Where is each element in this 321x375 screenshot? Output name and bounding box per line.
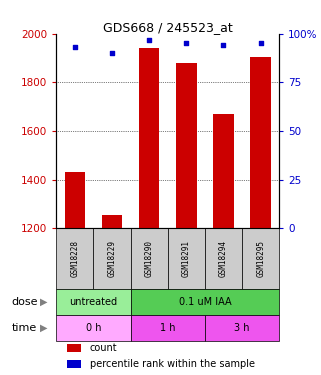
Point xyxy=(258,40,263,46)
Bar xyxy=(67,360,81,368)
Bar xyxy=(56,228,93,289)
Text: GSM18228: GSM18228 xyxy=(70,240,79,277)
Bar xyxy=(205,228,242,289)
Title: GDS668 / 245523_at: GDS668 / 245523_at xyxy=(103,21,233,34)
Bar xyxy=(250,57,271,228)
Text: dose: dose xyxy=(11,297,38,307)
Bar xyxy=(65,172,85,228)
Text: 3 h: 3 h xyxy=(234,323,250,333)
Point xyxy=(72,44,77,50)
Text: GSM18290: GSM18290 xyxy=(145,240,154,277)
Bar xyxy=(139,48,159,228)
Text: 0 h: 0 h xyxy=(86,323,101,333)
Bar xyxy=(56,289,131,315)
Bar xyxy=(131,315,205,341)
Bar xyxy=(168,228,205,289)
Point xyxy=(184,40,189,46)
Text: ▶: ▶ xyxy=(39,323,47,333)
Text: GSM18295: GSM18295 xyxy=(256,240,265,277)
Text: GSM18291: GSM18291 xyxy=(182,240,191,277)
Text: GSM18294: GSM18294 xyxy=(219,240,228,277)
Text: 1 h: 1 h xyxy=(160,323,176,333)
Bar xyxy=(213,114,234,228)
Text: GSM18229: GSM18229 xyxy=(108,240,117,277)
Text: ▶: ▶ xyxy=(39,297,47,307)
Bar xyxy=(67,344,81,352)
Text: count: count xyxy=(90,343,117,353)
Bar xyxy=(131,289,279,315)
Text: percentile rank within the sample: percentile rank within the sample xyxy=(90,359,255,369)
Point xyxy=(221,42,226,48)
Point xyxy=(109,50,115,56)
Text: untreated: untreated xyxy=(69,297,117,307)
Point xyxy=(147,37,152,43)
Bar xyxy=(242,228,279,289)
Text: time: time xyxy=(11,323,37,333)
Text: 0.1 uM IAA: 0.1 uM IAA xyxy=(178,297,231,307)
Bar xyxy=(131,228,168,289)
Bar xyxy=(205,315,279,341)
Bar xyxy=(176,63,196,228)
Bar xyxy=(93,228,131,289)
Bar xyxy=(56,315,131,341)
Bar xyxy=(102,215,122,228)
